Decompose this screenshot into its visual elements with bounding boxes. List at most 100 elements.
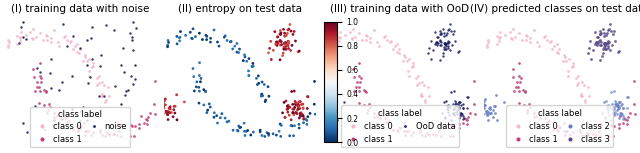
- Point: [547, 48, 557, 50]
- Point: [469, 80, 479, 83]
- Point: [365, 41, 376, 43]
- Point: [456, 112, 466, 115]
- Point: [387, 48, 397, 50]
- Point: [610, 103, 620, 105]
- Point: [130, 85, 140, 88]
- Point: [442, 108, 452, 110]
- Point: [269, 30, 280, 33]
- Point: [284, 42, 294, 45]
- Point: [125, 85, 136, 88]
- Point: [310, 112, 321, 114]
- Point: [158, 105, 168, 108]
- Point: [284, 41, 294, 43]
- Point: [293, 106, 303, 109]
- Point: [452, 112, 462, 115]
- Point: [110, 84, 120, 87]
- Point: [447, 44, 457, 47]
- Point: [595, 33, 605, 36]
- Point: [49, 119, 60, 121]
- Point: [454, 107, 465, 110]
- Point: [596, 40, 606, 43]
- Point: [68, 48, 78, 50]
- Point: [309, 113, 319, 115]
- Point: [142, 119, 152, 122]
- Point: [72, 42, 82, 45]
- Point: [618, 121, 628, 124]
- Point: [599, 32, 609, 34]
- Point: [614, 123, 624, 126]
- Point: [155, 106, 165, 108]
- Point: [357, 38, 367, 41]
- Point: [290, 100, 300, 103]
- Point: [52, 122, 63, 124]
- Point: [299, 116, 309, 119]
- Point: [469, 110, 479, 113]
- Point: [435, 39, 445, 42]
- Point: [335, 30, 346, 33]
- Point: [614, 127, 624, 129]
- Point: [224, 120, 234, 122]
- Point: [406, 65, 417, 68]
- Point: [285, 85, 295, 88]
- Point: [444, 88, 454, 90]
- Point: [610, 100, 620, 103]
- Point: [622, 116, 632, 118]
- Point: [301, 123, 312, 126]
- Point: [616, 103, 626, 106]
- Point: [315, 43, 325, 46]
- Point: [597, 112, 607, 114]
- Point: [163, 113, 173, 116]
- Point: [163, 68, 173, 71]
- Point: [317, 107, 327, 110]
- Point: [484, 112, 495, 114]
- Point: [390, 45, 400, 47]
- Point: [172, 35, 182, 38]
- Point: [618, 116, 628, 119]
- Point: [334, 40, 344, 42]
- Point: [125, 134, 135, 137]
- Point: [45, 41, 56, 43]
- Point: [602, 42, 612, 45]
- Point: [478, 105, 488, 108]
- Point: [323, 118, 333, 121]
- Point: [309, 80, 319, 83]
- Point: [399, 130, 410, 132]
- Point: [592, 41, 602, 43]
- Point: [568, 131, 578, 133]
- Point: [45, 58, 56, 60]
- Point: [536, 112, 547, 115]
- Point: [312, 111, 322, 113]
- Point: [205, 41, 216, 43]
- Point: [600, 43, 610, 45]
- Point: [164, 112, 175, 114]
- Point: [321, 111, 332, 114]
- Point: [323, 111, 333, 113]
- Point: [611, 103, 621, 106]
- Point: [272, 44, 282, 47]
- Point: [451, 102, 461, 104]
- Point: [444, 42, 454, 45]
- Point: [532, 122, 542, 124]
- Point: [422, 131, 432, 134]
- Point: [93, 75, 104, 77]
- Point: [515, 77, 525, 80]
- Point: [445, 106, 455, 108]
- Point: [596, 124, 606, 127]
- Point: [154, 112, 164, 114]
- Point: [39, 128, 49, 130]
- Point: [3, 44, 13, 47]
- Point: [281, 45, 291, 48]
- Point: [319, 73, 329, 76]
- Point: [31, 35, 41, 38]
- Point: [311, 102, 321, 105]
- Point: [155, 114, 165, 116]
- Point: [488, 108, 499, 111]
- Point: [294, 101, 304, 103]
- Point: [444, 134, 454, 137]
- Point: [29, 90, 40, 92]
- Point: [404, 57, 414, 60]
- Point: [108, 132, 118, 135]
- Point: [292, 103, 303, 105]
- Point: [131, 66, 141, 68]
- Point: [87, 58, 97, 60]
